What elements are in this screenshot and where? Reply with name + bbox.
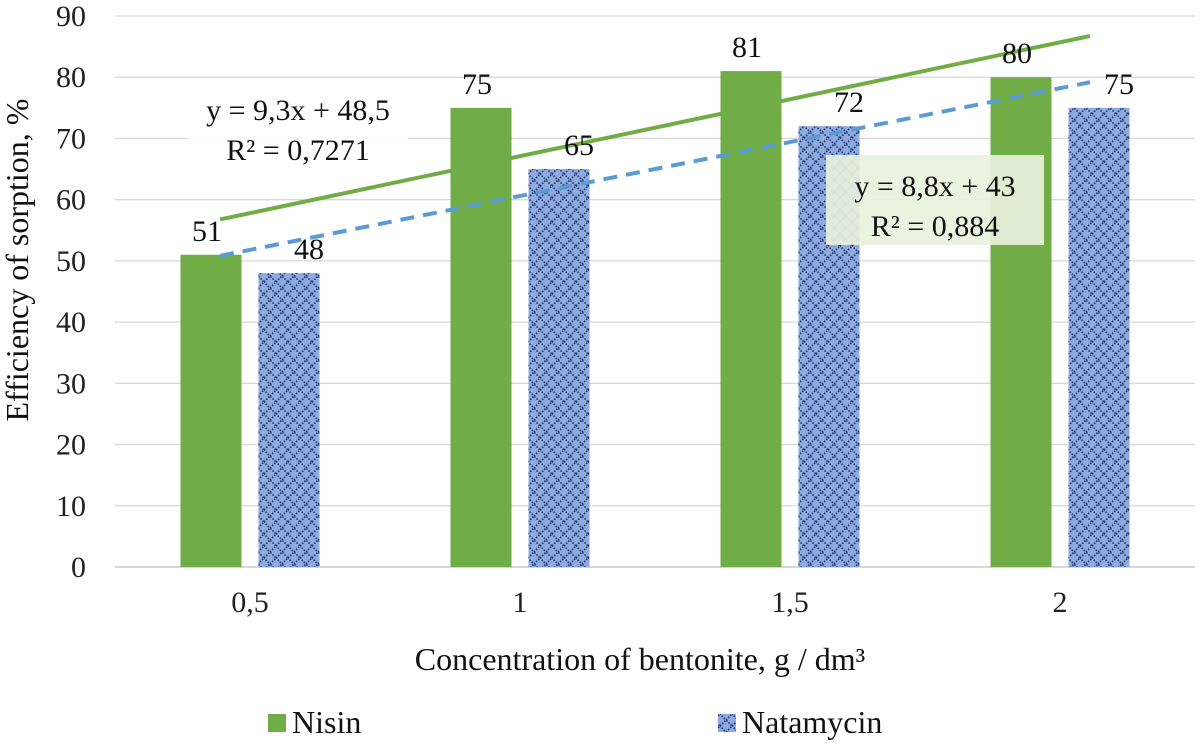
data-label-natamycin: 48 [294, 233, 324, 266]
y-tick-label: 40 [56, 306, 86, 339]
equation-box-nisin [188, 90, 408, 172]
legend-swatch-nisin [268, 714, 286, 732]
y-tick-label: 70 [56, 122, 86, 155]
data-label-natamycin: 72 [834, 86, 864, 119]
x-axis-ticks: 0,5 1 1,5 2 [231, 586, 1067, 619]
bar-nisin [180, 254, 242, 567]
bar-natamycin [1068, 107, 1130, 567]
y-axis-title: Efficiency of sorption, % [0, 99, 35, 422]
x-tick-label: 1 [513, 586, 528, 619]
trendlines-group [219, 34, 1091, 258]
bar-nisin [990, 77, 1052, 567]
data-label-nisin: 81 [732, 31, 762, 64]
y-tick-label: 10 [56, 490, 86, 523]
legend-label-natamycin: Natamycin [742, 704, 882, 740]
data-label-nisin: 51 [192, 215, 222, 248]
data-label-natamycin: 75 [1104, 68, 1134, 101]
y-tick-label: 80 [56, 61, 86, 94]
bars-group [180, 71, 1130, 568]
legend: Nisin Natamycin [268, 704, 882, 740]
legend-swatch-natamycin [718, 714, 736, 732]
trendline-r2: R² = 0,7271 [226, 134, 369, 167]
trendline-equations: y = 9,3x + 48,5 R² = 0,7271 y = 8,8x + 43 R… [188, 90, 1044, 245]
trendline-equation: y = 8,8x + 43 [854, 170, 1015, 203]
bar-nisin [720, 71, 782, 567]
x-tick-label: 0,5 [231, 586, 269, 619]
y-tick-label: 90 [56, 0, 86, 33]
x-axis-title: Concentration of bentonite, g / dm³ [415, 641, 865, 677]
trendline-natamycin [219, 80, 1091, 258]
bar-nisin [450, 107, 512, 567]
y-tick-label: 20 [56, 429, 86, 462]
data-label-natamycin: 65 [564, 129, 594, 162]
y-tick-label: 0 [71, 551, 86, 584]
bar-natamycin [528, 169, 590, 568]
x-tick-label: 1,5 [771, 586, 809, 619]
trendline-equation: y = 9,3x + 48,5 [206, 94, 390, 127]
data-label-nisin: 75 [462, 68, 492, 101]
legend-label-nisin: Nisin [292, 704, 361, 740]
data-labels-group: 51 75 81 80 48 65 72 75 [192, 31, 1134, 266]
x-tick-label: 2 [1053, 586, 1068, 619]
trendline-nisin [219, 34, 1091, 222]
y-tick-label: 30 [56, 367, 86, 400]
trendline-r2: R² = 0,884 [871, 210, 999, 243]
bar-natamycin [258, 273, 320, 567]
equation-box-natamycin [826, 155, 1044, 245]
y-tick-label: 60 [56, 184, 86, 217]
y-axis-ticks: 0 10 20 30 40 50 60 70 80 90 [56, 0, 86, 584]
y-tick-label: 50 [56, 245, 86, 278]
data-label-nisin: 80 [1002, 37, 1032, 70]
